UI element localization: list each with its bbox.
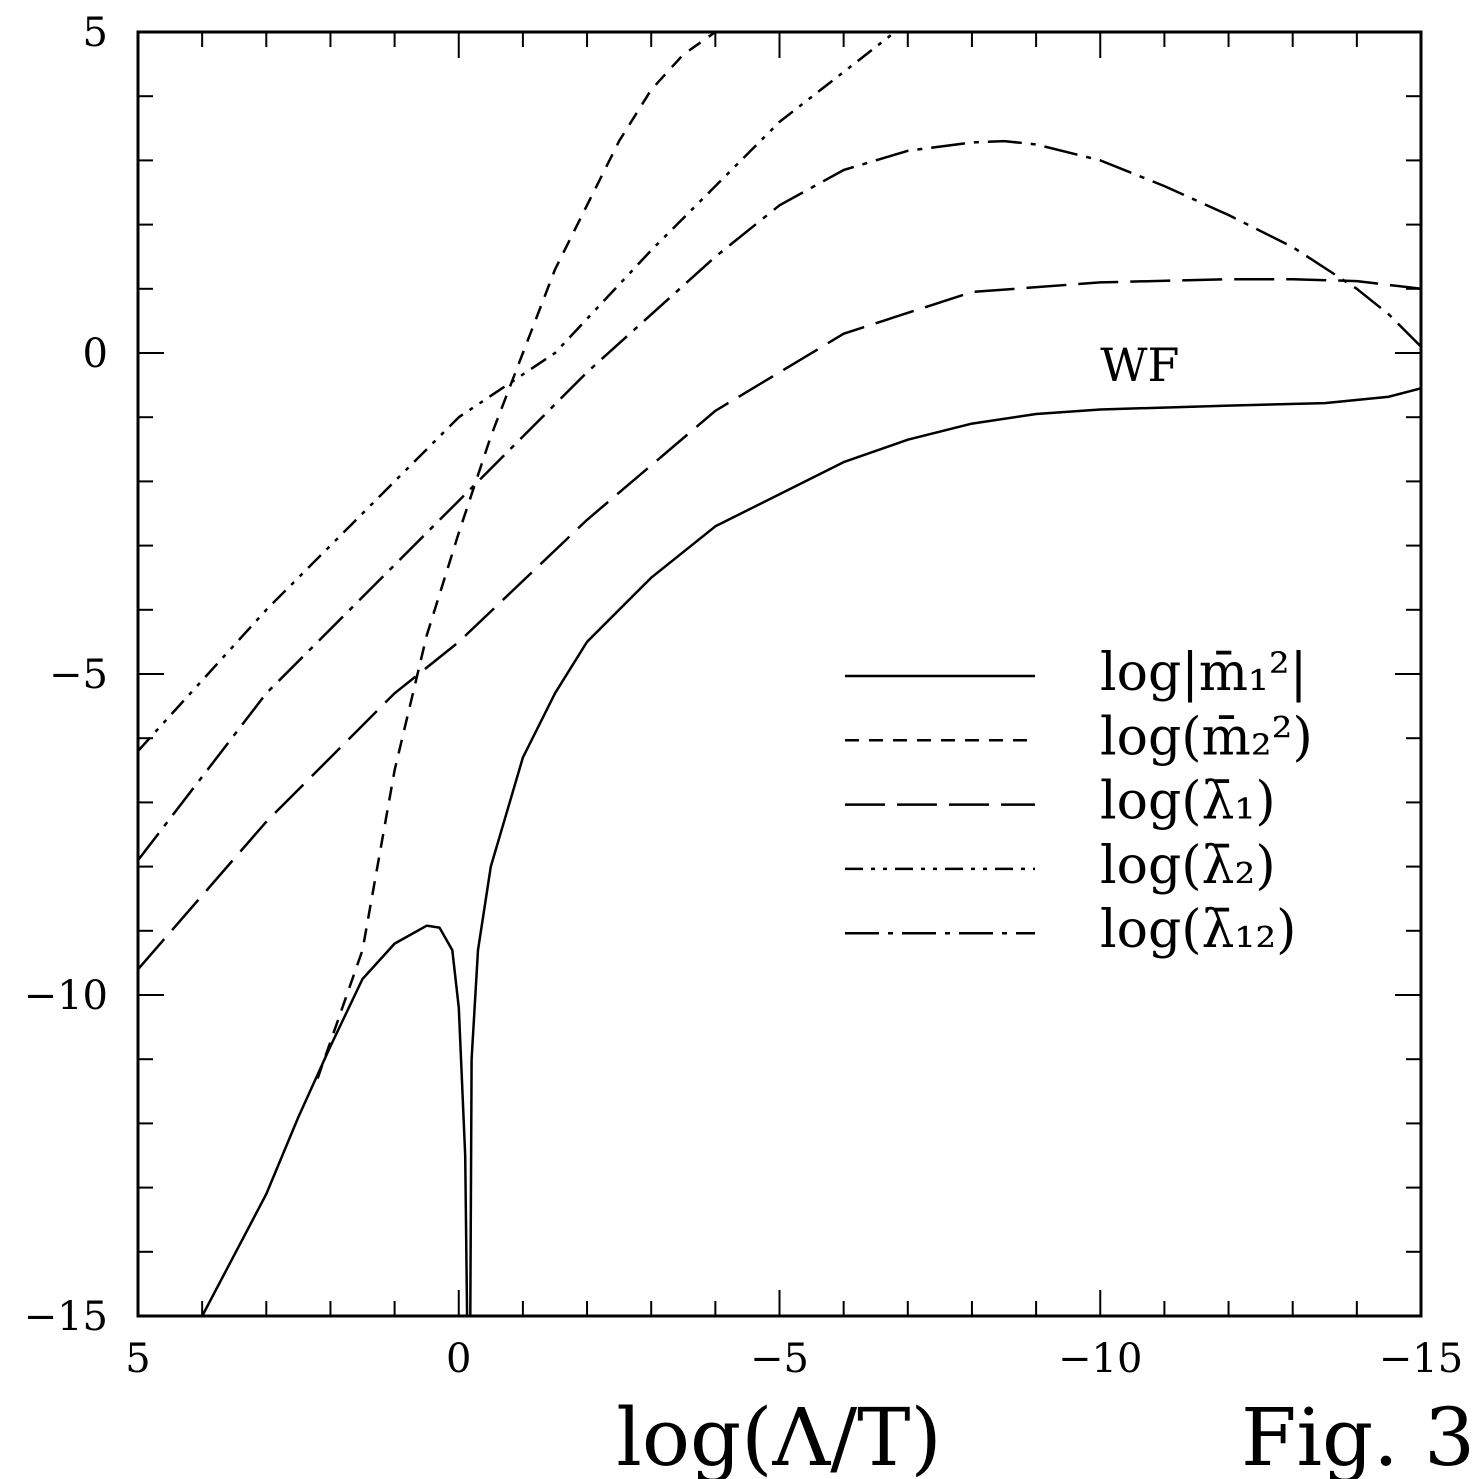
legend-label: log|m̄₁²| — [1100, 643, 1307, 703]
legend-label: log(λ̄₁) — [1100, 772, 1276, 832]
x-tick-label: −10 — [1058, 1336, 1142, 1382]
y-tick-label: −5 — [49, 652, 108, 698]
series-5 — [137, 139, 1422, 861]
series-line — [201, 924, 469, 1317]
y-tick-label: −10 — [24, 973, 108, 1019]
x-tick-label: 0 — [446, 1336, 471, 1382]
y-tick-label: −15 — [24, 1294, 108, 1340]
axis-tick-labels: 5 0 −5 −10 −15 5 0 −5 −10 −15 — [24, 10, 1464, 1382]
x-tick-label: 5 — [125, 1336, 150, 1382]
y-tick-label: 0 — [83, 331, 108, 377]
series-1 — [201, 387, 1422, 1317]
series-3 — [137, 277, 1422, 971]
series-line — [469, 387, 1422, 1317]
annotations: WF — [1100, 338, 1179, 392]
legend-label: log(m̄₂²) — [1100, 707, 1313, 767]
series-line — [137, 31, 896, 752]
figure-label: Fig. 3 — [1241, 1391, 1475, 1479]
legend: log|m̄₁²|log(m̄₂²)log(λ̄₁)log(λ̄₂)log(λ̄… — [845, 643, 1313, 960]
y-tick-label: 5 — [83, 10, 108, 56]
x-axis-label: log(Λ/T) — [616, 1391, 941, 1479]
legend-label: log(λ̄₁₂) — [1100, 900, 1296, 960]
series-2 — [316, 30, 717, 1079]
series-line — [316, 30, 717, 1079]
series-line — [137, 277, 1422, 971]
x-tick-label: −5 — [750, 1336, 809, 1382]
series-layer — [137, 30, 1422, 1317]
x-tick-label: −15 — [1379, 1336, 1463, 1382]
series-line — [137, 139, 1422, 861]
legend-label: log(λ̄₂) — [1100, 836, 1276, 896]
annotation-label: WF — [1100, 338, 1179, 392]
axis-ticks — [137, 31, 1422, 1317]
series-4 — [137, 31, 896, 752]
